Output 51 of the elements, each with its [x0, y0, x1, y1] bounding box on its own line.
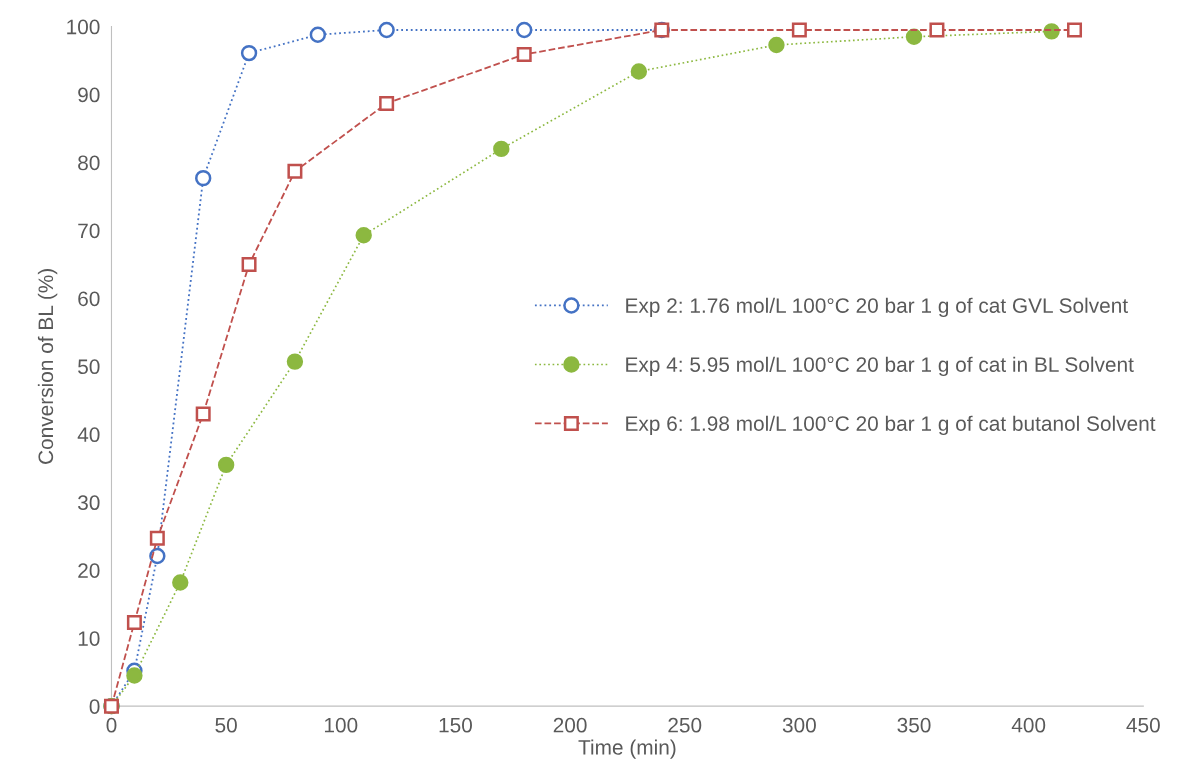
- legend-label: Exp 2: 1.76 mol/L 100°C 20 bar 1 g of cat GVL Solvent: [626, 297, 1128, 318]
- point: [791, 22, 807, 38]
- x-tick-label: 400: [1011, 717, 1046, 733]
- point: [309, 26, 327, 43]
- point: [355, 227, 372, 244]
- x-tick-label: 450: [1126, 717, 1160, 733]
- x-tick-label: 50: [215, 717, 237, 733]
- y-tick-label: 30: [78, 495, 100, 511]
- legend-label: Exp 6: 1.98 mol/L 100°C 20 bar 1 g of cat butanol Solvent: [626, 415, 1156, 436]
- point: [1067, 22, 1083, 38]
- point: [630, 63, 648, 80]
- point: [516, 46, 532, 62]
- point: [217, 456, 235, 474]
- point: [126, 667, 143, 684]
- x-tick-label: 300: [782, 717, 816, 733]
- x-axis-title: Time (min): [578, 739, 676, 759]
- y-tick-label: 90: [78, 87, 100, 103]
- y-tick-label: 0: [89, 699, 100, 714]
- x-tick-label: 150: [439, 717, 472, 733]
- x-tick-label: 200: [553, 717, 587, 733]
- point: [929, 22, 945, 38]
- x-tick-label: 100: [324, 717, 358, 733]
- y-tick-label: 60: [78, 291, 100, 307]
- point: [905, 28, 923, 45]
- point: [378, 21, 395, 39]
- point: [379, 95, 395, 111]
- point: [768, 36, 785, 54]
- x-tick-label: 350: [897, 717, 931, 733]
- y-tick-label: 80: [78, 155, 100, 171]
- y-tick-label: 50: [78, 359, 100, 375]
- point: [240, 44, 258, 62]
- point: [195, 406, 211, 422]
- point: [516, 21, 533, 39]
- point: [149, 530, 165, 546]
- point: [195, 169, 212, 187]
- point: [172, 574, 189, 591]
- y-tick-label: 100: [67, 19, 100, 35]
- point: [286, 353, 304, 370]
- point: [287, 163, 303, 179]
- point: [241, 256, 257, 272]
- y-tick-label: 40: [77, 427, 100, 443]
- legend-label: Exp 4: 5.95 mol/L 100°C 20 bar 1 g of cat in BL Solvent: [626, 356, 1134, 377]
- y-tick-label: 20: [78, 563, 100, 578]
- point: [126, 615, 142, 631]
- x-tick-label: 0: [106, 717, 117, 733]
- x-tick-label: 250: [668, 717, 702, 733]
- point: [493, 140, 510, 158]
- y-axis-title: Conversion of BL (%): [37, 269, 58, 464]
- y-tick-label: 70: [78, 223, 100, 239]
- y-tick-label: 10: [78, 631, 100, 646]
- point: [149, 547, 166, 565]
